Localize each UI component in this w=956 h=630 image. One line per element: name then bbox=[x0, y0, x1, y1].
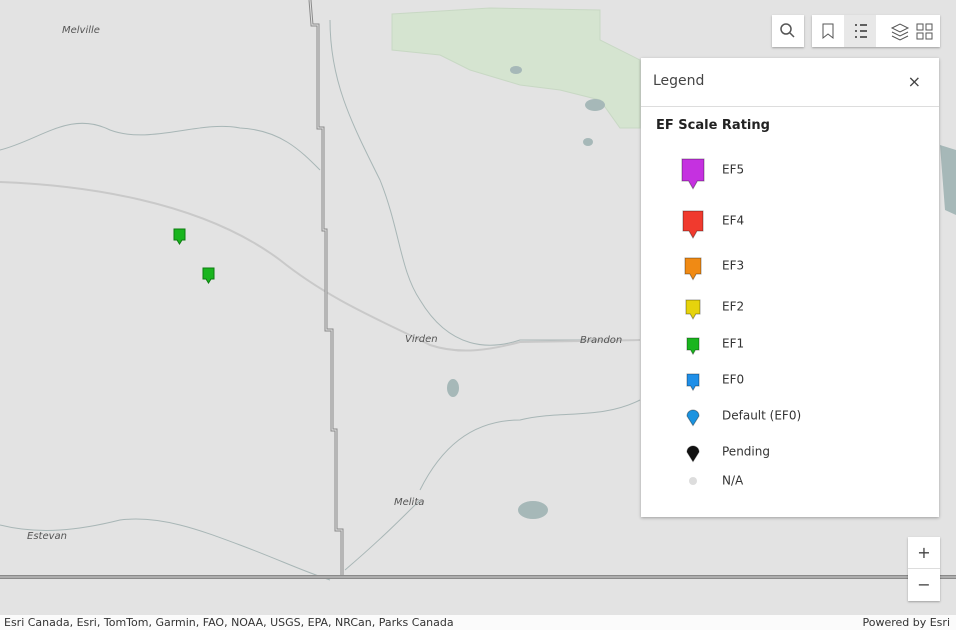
place-label: Estevan bbox=[27, 531, 67, 542]
legend-label: N/A bbox=[722, 474, 744, 488]
tornado-marker[interactable] bbox=[173, 228, 186, 245]
legend-label: EF2 bbox=[722, 300, 744, 314]
legend-items: EF5 EF4 EF3 EF2 EF1 EF0 Default (EF0) Pending N/… bbox=[681, 158, 801, 488]
legend-symbol bbox=[681, 158, 705, 190]
attribution-bar: Esri Canada, Esri, TomTom, Garmin, FAO, … bbox=[0, 615, 956, 630]
place-label: Virden bbox=[405, 334, 438, 345]
legend-label: EF1 bbox=[722, 337, 744, 351]
legend-symbol bbox=[686, 445, 700, 463]
zoom-control: + − bbox=[908, 537, 940, 601]
legend-symbol bbox=[686, 337, 700, 356]
place-label: Melita bbox=[394, 497, 424, 508]
close-button[interactable]: × bbox=[907, 72, 921, 91]
search-button[interactable] bbox=[772, 15, 804, 47]
legend-symbol bbox=[686, 373, 700, 392]
legend-label: EF5 bbox=[722, 163, 744, 177]
zoom-in[interactable]: + bbox=[908, 537, 940, 569]
attribution: Esri Canada, Esri, TomTom, Garmin, FAO, … bbox=[4, 616, 454, 629]
place-label: Brandon bbox=[580, 335, 622, 346]
legend-symbol bbox=[686, 409, 700, 427]
legend-symbol bbox=[684, 257, 702, 281]
legend-label: EF3 bbox=[722, 259, 744, 273]
powered-by[interactable]: Powered by Esri bbox=[862, 616, 950, 629]
place-label: Melville bbox=[62, 25, 100, 36]
legend-label: Pending bbox=[722, 445, 770, 459]
toolbar bbox=[812, 15, 940, 47]
layers-button[interactable] bbox=[890, 23, 910, 41]
basemap-button[interactable] bbox=[916, 23, 933, 40]
legend-label: EF0 bbox=[722, 373, 744, 387]
legend-label: Default (EF0) bbox=[722, 409, 801, 423]
legend-symbol bbox=[689, 477, 697, 485]
legend-label: EF4 bbox=[722, 214, 744, 228]
bookmarks-button[interactable] bbox=[822, 23, 834, 40]
zoom-out[interactable]: − bbox=[917, 575, 931, 594]
legend-symbol bbox=[682, 210, 704, 240]
legend-panel: Legend × EF Scale Rating EF5 EF4 EF3 EF2 EF1… bbox=[641, 58, 939, 517]
tornado-marker[interactable] bbox=[202, 267, 215, 284]
legend-symbol bbox=[685, 299, 701, 320]
legend-title: Legend bbox=[653, 73, 705, 89]
legend-heading: EF Scale Rating bbox=[656, 118, 770, 133]
